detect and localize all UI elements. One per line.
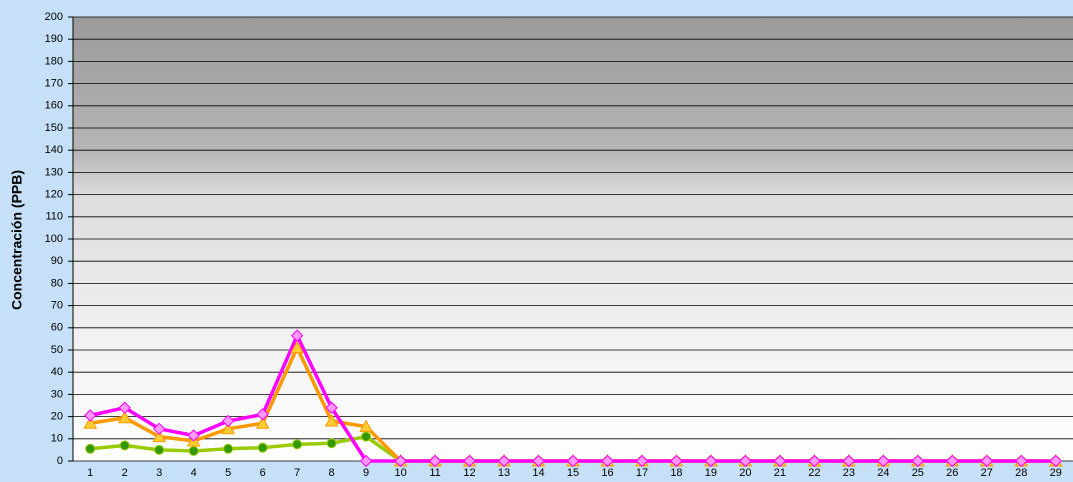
point [256, 408, 269, 421]
x-tick-label: 22 [808, 467, 820, 479]
x-tick-label: 1 [87, 467, 93, 479]
x-tick-label: 4 [191, 467, 197, 479]
point [221, 421, 236, 435]
x-tick-label: 18 [670, 467, 682, 479]
y-tick-label: 30 [51, 388, 63, 400]
x-tick-label: 12 [463, 467, 475, 479]
point [566, 454, 580, 468]
x-tick-label: 27 [981, 467, 993, 479]
y-tick-label: 120 [45, 189, 63, 201]
y-tick-label: 40 [51, 366, 63, 378]
point [980, 454, 994, 468]
x-tick-label: 7 [294, 467, 300, 479]
point [152, 429, 167, 443]
point [361, 431, 372, 442]
x-tick-label: 13 [498, 467, 510, 479]
x-tick-label: 14 [532, 467, 544, 479]
y-tick-label: 60 [51, 322, 63, 334]
point [83, 416, 98, 429]
point [325, 401, 338, 414]
x-tick-label: 3 [156, 467, 162, 479]
point [601, 454, 614, 468]
point [84, 409, 97, 422]
point [635, 454, 649, 468]
x-tick-label: 28 [1015, 467, 1027, 479]
point [152, 422, 166, 436]
y-tick-label: 20 [51, 411, 63, 423]
y-tick-label: 180 [45, 55, 63, 67]
y-tick-label: 80 [51, 277, 63, 289]
point [428, 454, 442, 468]
x-tick-label: 15 [567, 467, 579, 479]
y-tick-label: 200 [45, 11, 63, 23]
point [497, 454, 511, 468]
x-tick-label: 11 [429, 467, 440, 479]
x-tick-label: 21 [774, 467, 786, 479]
point [877, 454, 890, 468]
y-tick-label: 90 [51, 255, 63, 267]
x-tick-label: 10 [394, 467, 406, 479]
x-tick-label: 20 [739, 467, 751, 479]
point [292, 439, 303, 450]
y-tick-label: 150 [45, 122, 63, 134]
point [117, 410, 132, 424]
x-tick-label: 8 [329, 467, 335, 479]
point [773, 454, 787, 468]
point [223, 443, 234, 454]
point [326, 438, 337, 449]
point [85, 443, 96, 454]
point [394, 454, 407, 468]
point [255, 416, 270, 429]
point [187, 429, 200, 442]
point [946, 454, 959, 468]
point [704, 454, 718, 468]
x-tick-label: 24 [877, 467, 889, 479]
x-tick-label: 9 [363, 467, 369, 479]
point [808, 454, 821, 468]
point [463, 454, 476, 468]
y-tick-label: 140 [45, 144, 63, 156]
x-tick-label: 25 [912, 467, 924, 479]
x-tick-label: 6 [260, 467, 266, 479]
x-tick-label: 17 [636, 467, 648, 479]
y-tick-label: 50 [51, 344, 63, 356]
point [290, 340, 304, 354]
x-tick-label: 2 [122, 467, 128, 479]
point [257, 442, 268, 453]
y-tick-label: 170 [45, 78, 63, 90]
x-tick-label: 29 [1050, 467, 1062, 479]
point [154, 444, 165, 455]
y-tick-label: 110 [45, 211, 63, 223]
point [911, 454, 925, 468]
point [118, 401, 131, 414]
point [119, 440, 130, 451]
x-tick-label: 16 [601, 467, 613, 479]
x-tick-label: 19 [705, 467, 717, 479]
point [842, 454, 856, 468]
point [670, 454, 683, 468]
point [1049, 454, 1062, 468]
point [221, 414, 235, 428]
point [1015, 454, 1028, 468]
y-tick-label: 0 [57, 455, 63, 467]
y-tick-label: 130 [45, 166, 63, 178]
y-tick-label: 70 [51, 300, 63, 312]
y-tick-label: 160 [45, 100, 63, 112]
x-tick-label: 23 [843, 467, 855, 479]
y-tick-label: 190 [45, 33, 63, 45]
point [188, 446, 199, 457]
point [739, 454, 752, 468]
point [359, 419, 373, 433]
y-axis-label: Concentración (PPB) [9, 170, 25, 310]
y-tick-label: 100 [45, 233, 63, 245]
y-tick-label: 10 [51, 433, 63, 445]
x-tick-label: 26 [946, 467, 958, 479]
point [532, 454, 545, 468]
point [359, 454, 373, 468]
x-tick-label: 5 [225, 467, 231, 479]
point [324, 413, 339, 427]
point [290, 329, 304, 342]
